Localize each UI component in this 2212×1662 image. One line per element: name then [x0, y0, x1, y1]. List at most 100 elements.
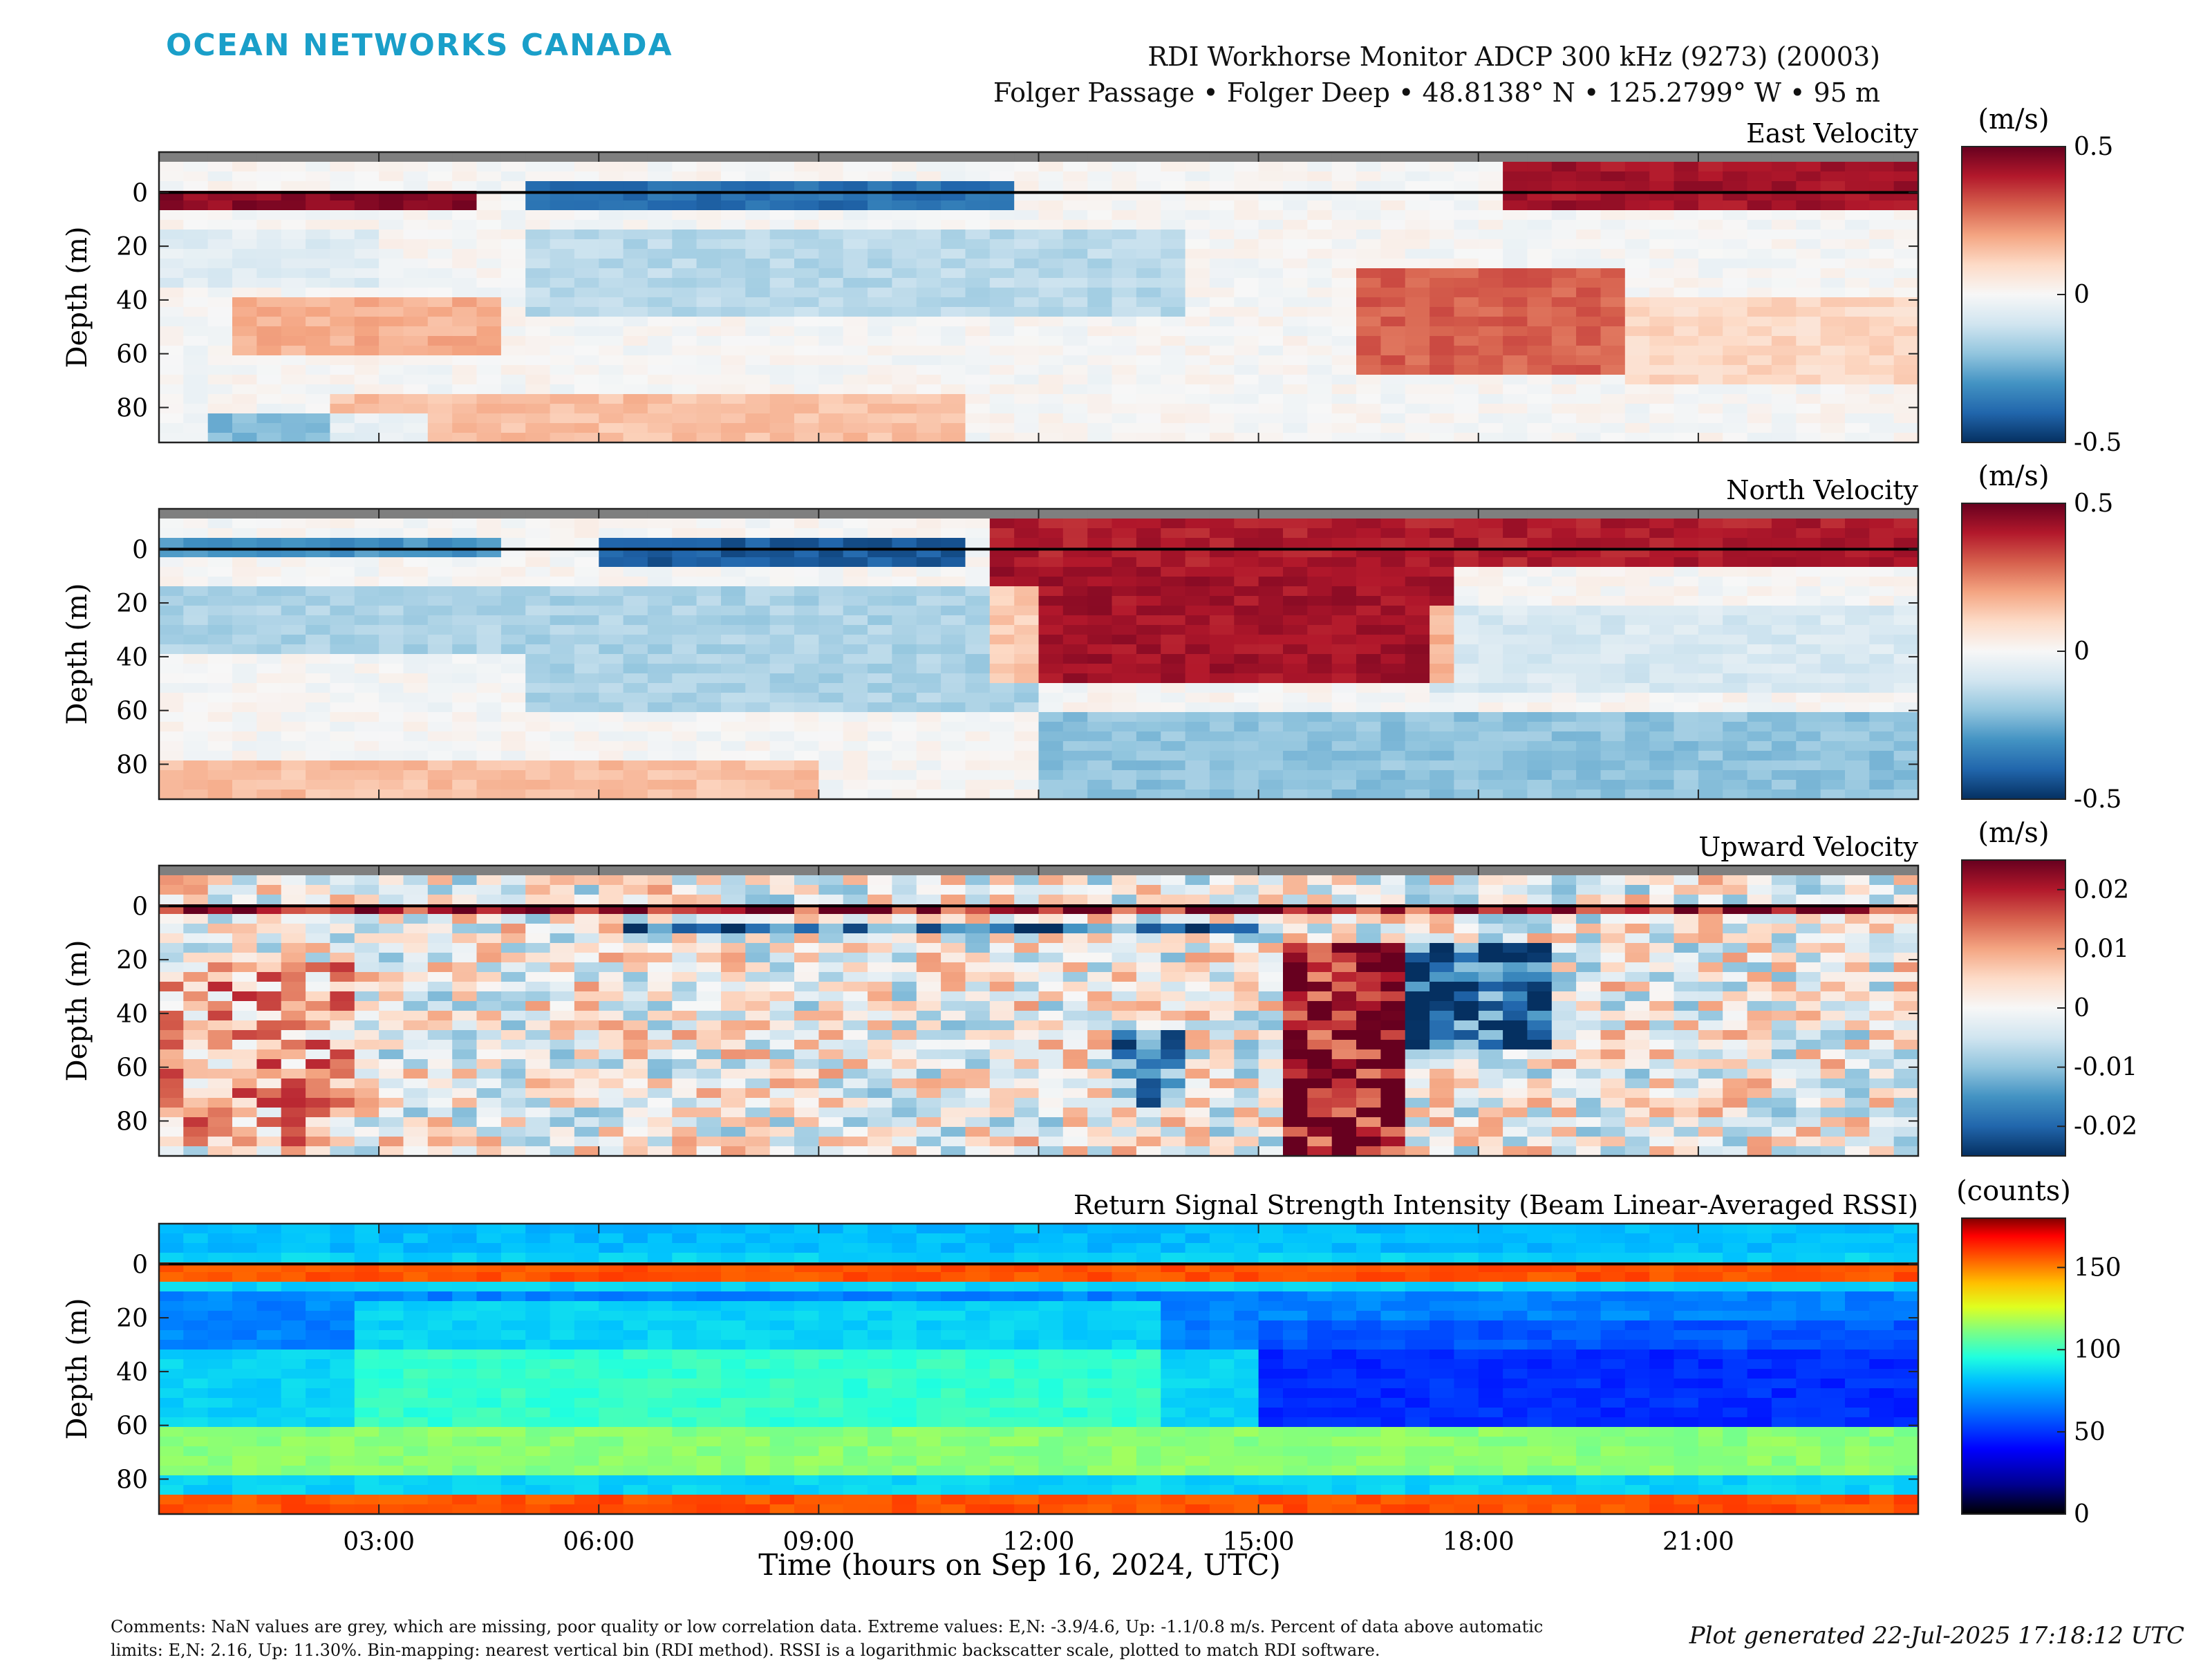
heatmap-cell	[1234, 673, 1259, 684]
heatmap-cell	[208, 596, 233, 606]
heatmap-cell	[1772, 586, 1797, 597]
heatmap-cell	[1723, 259, 1747, 269]
heatmap-cell	[917, 297, 941, 308]
heatmap-cell	[183, 770, 208, 781]
heatmap-cell	[1332, 866, 1357, 876]
heatmap-cell	[159, 885, 184, 895]
heatmap-cell	[256, 625, 281, 635]
heatmap-cell	[1723, 741, 1747, 751]
heatmap-cell	[818, 162, 843, 172]
heatmap-cell	[770, 731, 795, 742]
heatmap-cell	[745, 288, 770, 298]
heatmap-cell	[624, 413, 648, 424]
heatmap-cell	[1454, 606, 1479, 616]
heatmap-cell	[1821, 567, 1846, 577]
heatmap-cell	[525, 538, 550, 548]
heatmap-cell	[1869, 268, 1894, 279]
heatmap-cell	[1307, 615, 1332, 626]
heatmap-cell	[990, 875, 1015, 886]
heatmap-cell	[672, 249, 697, 259]
heatmap-cell	[1380, 152, 1405, 162]
heatmap-cell	[818, 790, 843, 800]
heatmap-cell	[1283, 606, 1308, 616]
heatmap-cell	[1283, 790, 1308, 800]
heatmap-cell	[1283, 355, 1308, 366]
heatmap-cell	[1747, 307, 1772, 317]
heatmap-cell	[1869, 162, 1894, 172]
heatmap-cell	[525, 278, 550, 288]
heatmap-cell	[256, 741, 281, 751]
heatmap-cell	[721, 200, 746, 211]
heatmap-cell	[1014, 278, 1039, 288]
heatmap-cell	[1234, 278, 1259, 288]
heatmap-cell	[1234, 365, 1259, 375]
heatmap-cell	[818, 152, 843, 162]
heatmap-cell	[1454, 780, 1479, 790]
heatmap-cell	[1772, 268, 1797, 279]
heatmap-cell	[1087, 615, 1112, 626]
heatmap-cell	[1576, 519, 1601, 529]
heatmap-cell	[1674, 162, 1699, 172]
heatmap-cell	[843, 683, 868, 693]
heatmap-cell	[1259, 181, 1284, 192]
heatmap-cell	[1356, 625, 1381, 635]
heatmap-cell	[1430, 635, 1454, 645]
heatmap-cell	[770, 346, 795, 356]
heatmap-cell	[917, 317, 941, 327]
heatmap-cell	[1747, 433, 1772, 443]
heatmap-cell	[1552, 326, 1577, 337]
heatmap-cell	[648, 162, 673, 172]
heatmap-cell	[1576, 664, 1601, 674]
heatmap-cell	[648, 741, 673, 751]
heatmap-cell	[550, 741, 575, 751]
heatmap-cell	[868, 722, 892, 732]
heatmap-cell	[1430, 230, 1454, 240]
heatmap-cell	[330, 413, 355, 424]
heatmap-cell	[1454, 317, 1479, 327]
heatmap-cell	[794, 875, 819, 886]
heatmap-cell	[1039, 171, 1064, 182]
heatmap-cell	[1259, 664, 1284, 674]
heatmap-cell	[1747, 702, 1772, 713]
heatmap-cell	[721, 635, 746, 645]
heatmap-cell	[1112, 924, 1137, 934]
heatmap-cell	[1210, 664, 1235, 674]
heatmap-cell	[183, 875, 208, 886]
heatmap-cell	[843, 152, 868, 162]
heatmap-cell	[1307, 866, 1332, 876]
heatmap-cell	[1356, 317, 1381, 327]
heatmap-cell	[697, 538, 722, 548]
heatmap-cell	[770, 404, 795, 414]
heatmap-cell	[1894, 790, 1919, 800]
heatmap-cell	[1894, 394, 1919, 404]
heatmap-cell	[1283, 230, 1308, 240]
heatmap-cell	[672, 644, 697, 655]
heatmap-cell	[452, 355, 477, 366]
heatmap-cell	[770, 317, 795, 327]
heatmap-cell	[1747, 220, 1772, 230]
heatmap-cell	[1112, 384, 1137, 395]
heatmap-cell	[428, 346, 453, 356]
heatmap-cell	[794, 423, 819, 433]
heatmap-cell	[868, 336, 892, 346]
heatmap-cell	[1576, 741, 1601, 751]
heatmap-cell	[1380, 586, 1405, 597]
heatmap-cell	[770, 288, 795, 298]
heatmap-cell	[1698, 914, 1723, 924]
heatmap-cell	[745, 181, 770, 192]
heatmap-cell	[1821, 635, 1846, 645]
heatmap-cell	[966, 249, 991, 259]
heatmap-cell	[672, 625, 697, 635]
heatmap-cell	[966, 654, 991, 664]
heatmap-cell	[1283, 924, 1308, 934]
heatmap-cell	[574, 528, 599, 539]
heatmap-cell	[452, 722, 477, 732]
heatmap-cell	[159, 780, 184, 790]
heatmap-cell	[379, 702, 404, 713]
heatmap-cell	[745, 268, 770, 279]
heatmap-cell	[1014, 152, 1039, 162]
heatmap-cell	[208, 210, 233, 221]
heatmap-cell	[721, 567, 746, 577]
heatmap-cell	[256, 307, 281, 317]
heatmap-cell	[183, 712, 208, 722]
